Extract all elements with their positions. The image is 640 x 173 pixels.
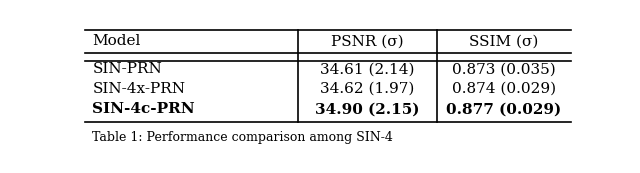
Text: 0.877 (0.029): 0.877 (0.029) [447,102,562,116]
Text: SIN-4x-PRN: SIN-4x-PRN [92,82,186,96]
Text: 0.873 (0.035): 0.873 (0.035) [452,62,556,76]
Text: 34.61 (2.14): 34.61 (2.14) [321,62,415,76]
Text: Table 1: Performance comparison among SIN-4: Table 1: Performance comparison among SI… [92,131,393,144]
Text: PSNR (σ): PSNR (σ) [332,34,404,48]
Text: SIN-PRN: SIN-PRN [92,62,162,76]
Text: SSIM (σ): SSIM (σ) [469,34,539,48]
Text: Model: Model [92,34,141,48]
Text: 34.90 (2.15): 34.90 (2.15) [316,102,420,116]
Text: 34.62 (1.97): 34.62 (1.97) [321,82,415,96]
Text: SIN-4c-PRN: SIN-4c-PRN [92,102,195,116]
Text: 0.874 (0.029): 0.874 (0.029) [452,82,556,96]
